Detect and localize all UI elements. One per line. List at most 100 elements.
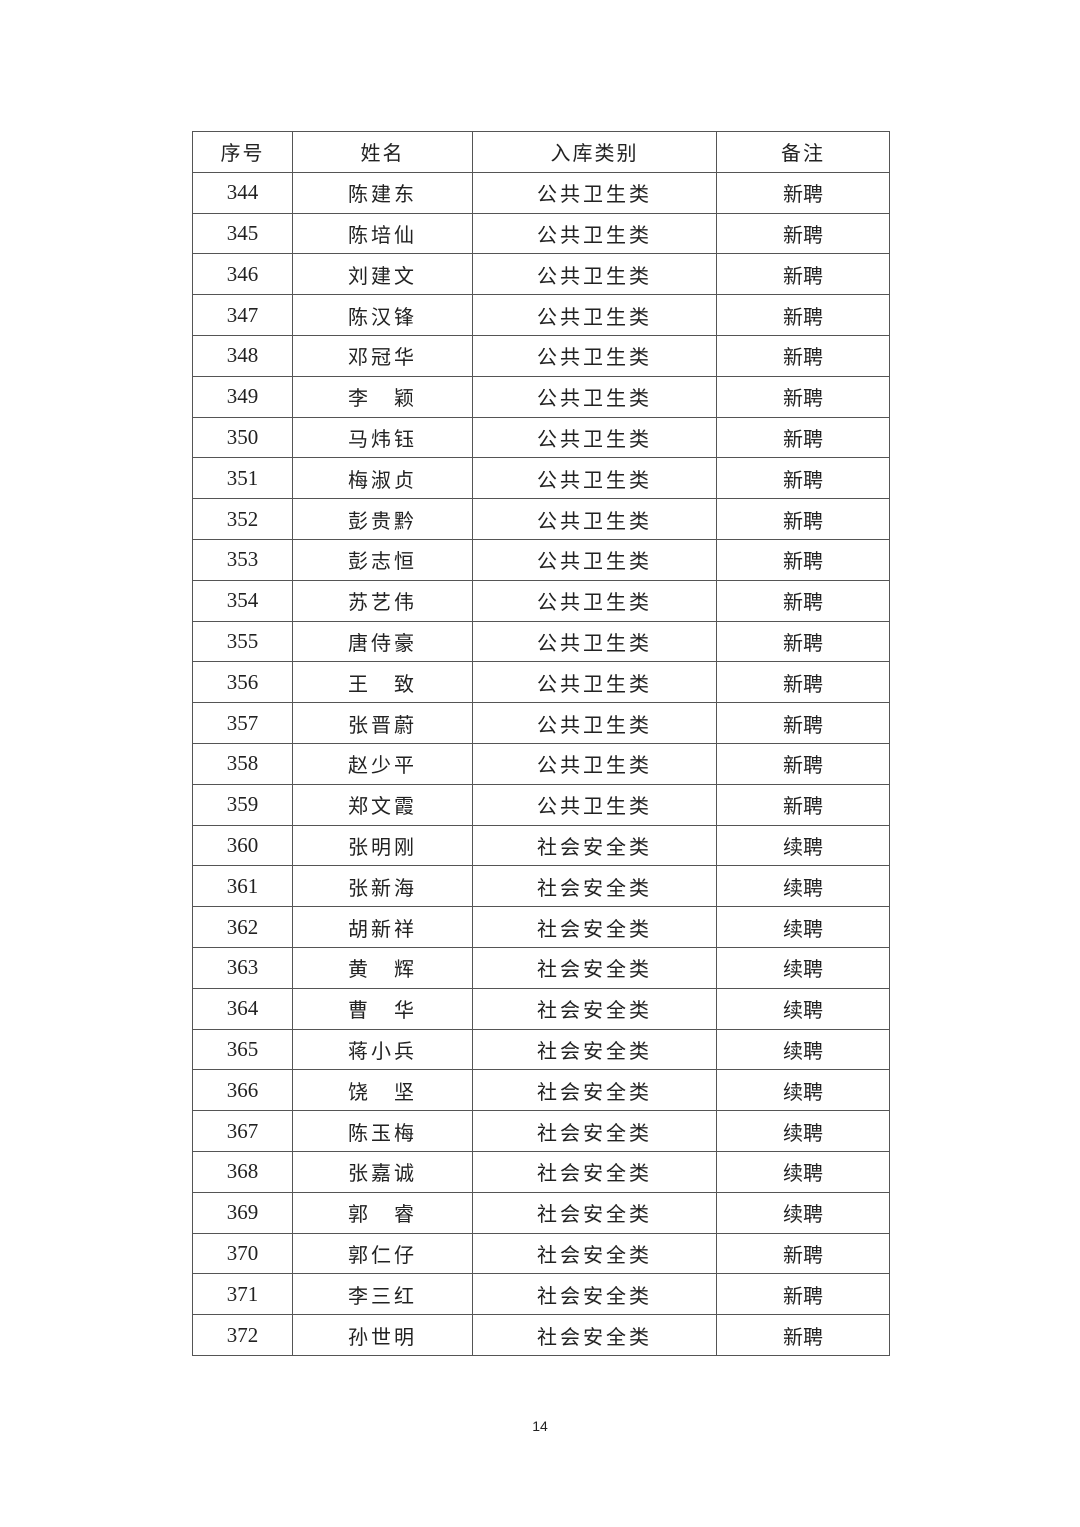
- table-row: 358 赵少平 公共卫生类 新聘: [192, 742, 890, 785]
- cell-remark: 新聘: [716, 375, 890, 418]
- cell-index: 352: [192, 498, 293, 540]
- cell-category: 公共卫生类: [472, 620, 717, 663]
- cell-remark: 续聘: [716, 1110, 890, 1152]
- cell-category: 公共卫生类: [472, 457, 717, 500]
- cell-index: 350: [192, 416, 293, 459]
- cell-remark: 新聘: [716, 1314, 890, 1356]
- cell-category: 社会安全类: [472, 1028, 717, 1071]
- cell-name: 蒋小兵: [292, 1028, 473, 1071]
- cell-index: 356: [192, 661, 293, 704]
- cell-name: 郭仁仔: [292, 1232, 473, 1275]
- cell-index: 363: [192, 946, 293, 989]
- cell-category: 社会安全类: [472, 1273, 717, 1316]
- cell-remark: 新聘: [716, 579, 890, 622]
- cell-remark: 新聘: [716, 294, 890, 336]
- table-row: 355 唐侍豪 公共卫生类 新聘: [192, 620, 890, 663]
- cell-index: 351: [192, 457, 293, 500]
- cell-index: 365: [192, 1028, 293, 1071]
- cell-remark: 新聘: [716, 783, 890, 826]
- cell-remark: 新聘: [716, 661, 890, 704]
- cell-name: 唐侍豪: [292, 620, 473, 663]
- table-row: 372 孙世明 社会安全类 新聘: [192, 1314, 890, 1356]
- cell-name: 王 致: [292, 661, 473, 704]
- cell-category: 公共卫生类: [472, 253, 717, 296]
- cell-remark: 续聘: [716, 1150, 890, 1193]
- cell-index: 345: [192, 212, 293, 255]
- cell-remark: 新聘: [716, 538, 890, 581]
- cell-index: 368: [192, 1150, 293, 1193]
- cell-category: 公共卫生类: [472, 334, 717, 377]
- table-row: 368 张嘉诚 社会安全类 续聘: [192, 1150, 890, 1193]
- cell-name: 陈玉梅: [292, 1110, 473, 1152]
- cell-category: 社会安全类: [472, 987, 717, 1030]
- cell-name: 赵少平: [292, 742, 473, 785]
- table-row: 364 曹 华社会安全类 续聘: [192, 987, 890, 1030]
- cell-name: 胡新祥: [292, 906, 473, 948]
- cell-remark: 续聘: [716, 987, 890, 1030]
- cell-remark: 新聘: [716, 702, 890, 744]
- table-row: 361 张新海 社会安全类 续聘: [192, 865, 890, 908]
- page-number: 14: [532, 1418, 548, 1434]
- cell-index: 347: [192, 294, 293, 336]
- cell-category: 公共卫生类: [472, 538, 717, 581]
- cell-name: 张明刚: [292, 824, 473, 867]
- cell-remark: 续聘: [716, 906, 890, 948]
- cell-remark: 续聘: [716, 946, 890, 989]
- cell-category: 公共卫生类: [472, 783, 717, 826]
- cell-category: 公共卫生类: [472, 416, 717, 459]
- table-row: 347 陈汉锋 公共卫生类 新聘: [192, 294, 890, 336]
- cell-index: 357: [192, 702, 293, 744]
- cell-category: 公共卫生类: [472, 375, 717, 418]
- cell-category: 公共卫生类: [472, 742, 717, 785]
- cell-index: 360: [192, 824, 293, 867]
- header-category: 入库类别: [472, 131, 717, 173]
- cell-name: 梅淑贞: [292, 457, 473, 500]
- table-row: 346 刘建文 公共卫生类 新聘: [192, 253, 890, 296]
- cell-remark: 新聘: [716, 1273, 890, 1316]
- cell-index: 369: [192, 1191, 293, 1234]
- cell-index: 364: [192, 987, 293, 1030]
- cell-name: 郑文霞: [292, 783, 473, 826]
- cell-remark: 新聘: [716, 334, 890, 377]
- cell-index: 359: [192, 783, 293, 826]
- table-row: 362 胡新祥 社会安全类 续聘: [192, 906, 890, 948]
- cell-index: 355: [192, 620, 293, 663]
- table-row: 350 马炜钰 公共卫生类 新聘: [192, 416, 890, 459]
- cell-remark: 新聘: [716, 742, 890, 785]
- table-row: 366 饶 坚社会安全类 续聘: [192, 1069, 890, 1112]
- cell-name: 彭志恒: [292, 538, 473, 581]
- cell-name: 张新海: [292, 865, 473, 908]
- cell-category: 公共卫生类: [472, 579, 717, 622]
- table-header-row: 序号 姓名 入库类别 备注: [192, 131, 890, 173]
- cell-index: 346: [192, 253, 293, 296]
- cell-index: 361: [192, 865, 293, 908]
- cell-category: 社会安全类: [472, 824, 717, 867]
- cell-category: 社会安全类: [472, 1110, 717, 1152]
- cell-category: 社会安全类: [472, 1150, 717, 1193]
- table-row: 349 李 颖公共卫生类 新聘: [192, 375, 890, 418]
- cell-name: 陈汉锋: [292, 294, 473, 336]
- cell-name: 苏艺伟: [292, 579, 473, 622]
- cell-name: 郭 睿: [292, 1191, 473, 1234]
- cell-name: 饶 坚: [292, 1069, 473, 1112]
- cell-category: 公共卫生类: [472, 212, 717, 255]
- cell-category: 公共卫生类: [472, 171, 717, 214]
- table-row: 345 陈培仙 公共卫生类 新聘: [192, 212, 890, 255]
- table-row: 351 梅淑贞 公共卫生类 新聘: [192, 457, 890, 500]
- table-row: 353 彭志恒 公共卫生类 新聘: [192, 538, 890, 581]
- cell-index: 362: [192, 906, 293, 948]
- cell-name: 陈建东: [292, 171, 473, 214]
- cell-remark: 新聘: [716, 253, 890, 296]
- cell-index: 348: [192, 334, 293, 377]
- cell-name: 马炜钰: [292, 416, 473, 459]
- header-remark: 备注: [716, 131, 890, 173]
- cell-index: 371: [192, 1273, 293, 1316]
- table-row: 360 张明刚 社会安全类 续聘: [192, 824, 890, 867]
- cell-index: 344: [192, 171, 293, 214]
- table-row: 344 陈建东 公共卫生类 新聘: [192, 171, 890, 214]
- personnel-table: 序号 姓名 入库类别 备注 344 陈建东 公共卫生类 新聘 345 陈培仙 公共卫生类 新聘…: [192, 131, 890, 1356]
- cell-name: 曹 华: [292, 987, 473, 1030]
- table-row: 357 张晋蔚 公共卫生类 新聘: [192, 702, 890, 744]
- cell-remark: 新聘: [716, 498, 890, 540]
- cell-category: 公共卫生类: [472, 294, 717, 336]
